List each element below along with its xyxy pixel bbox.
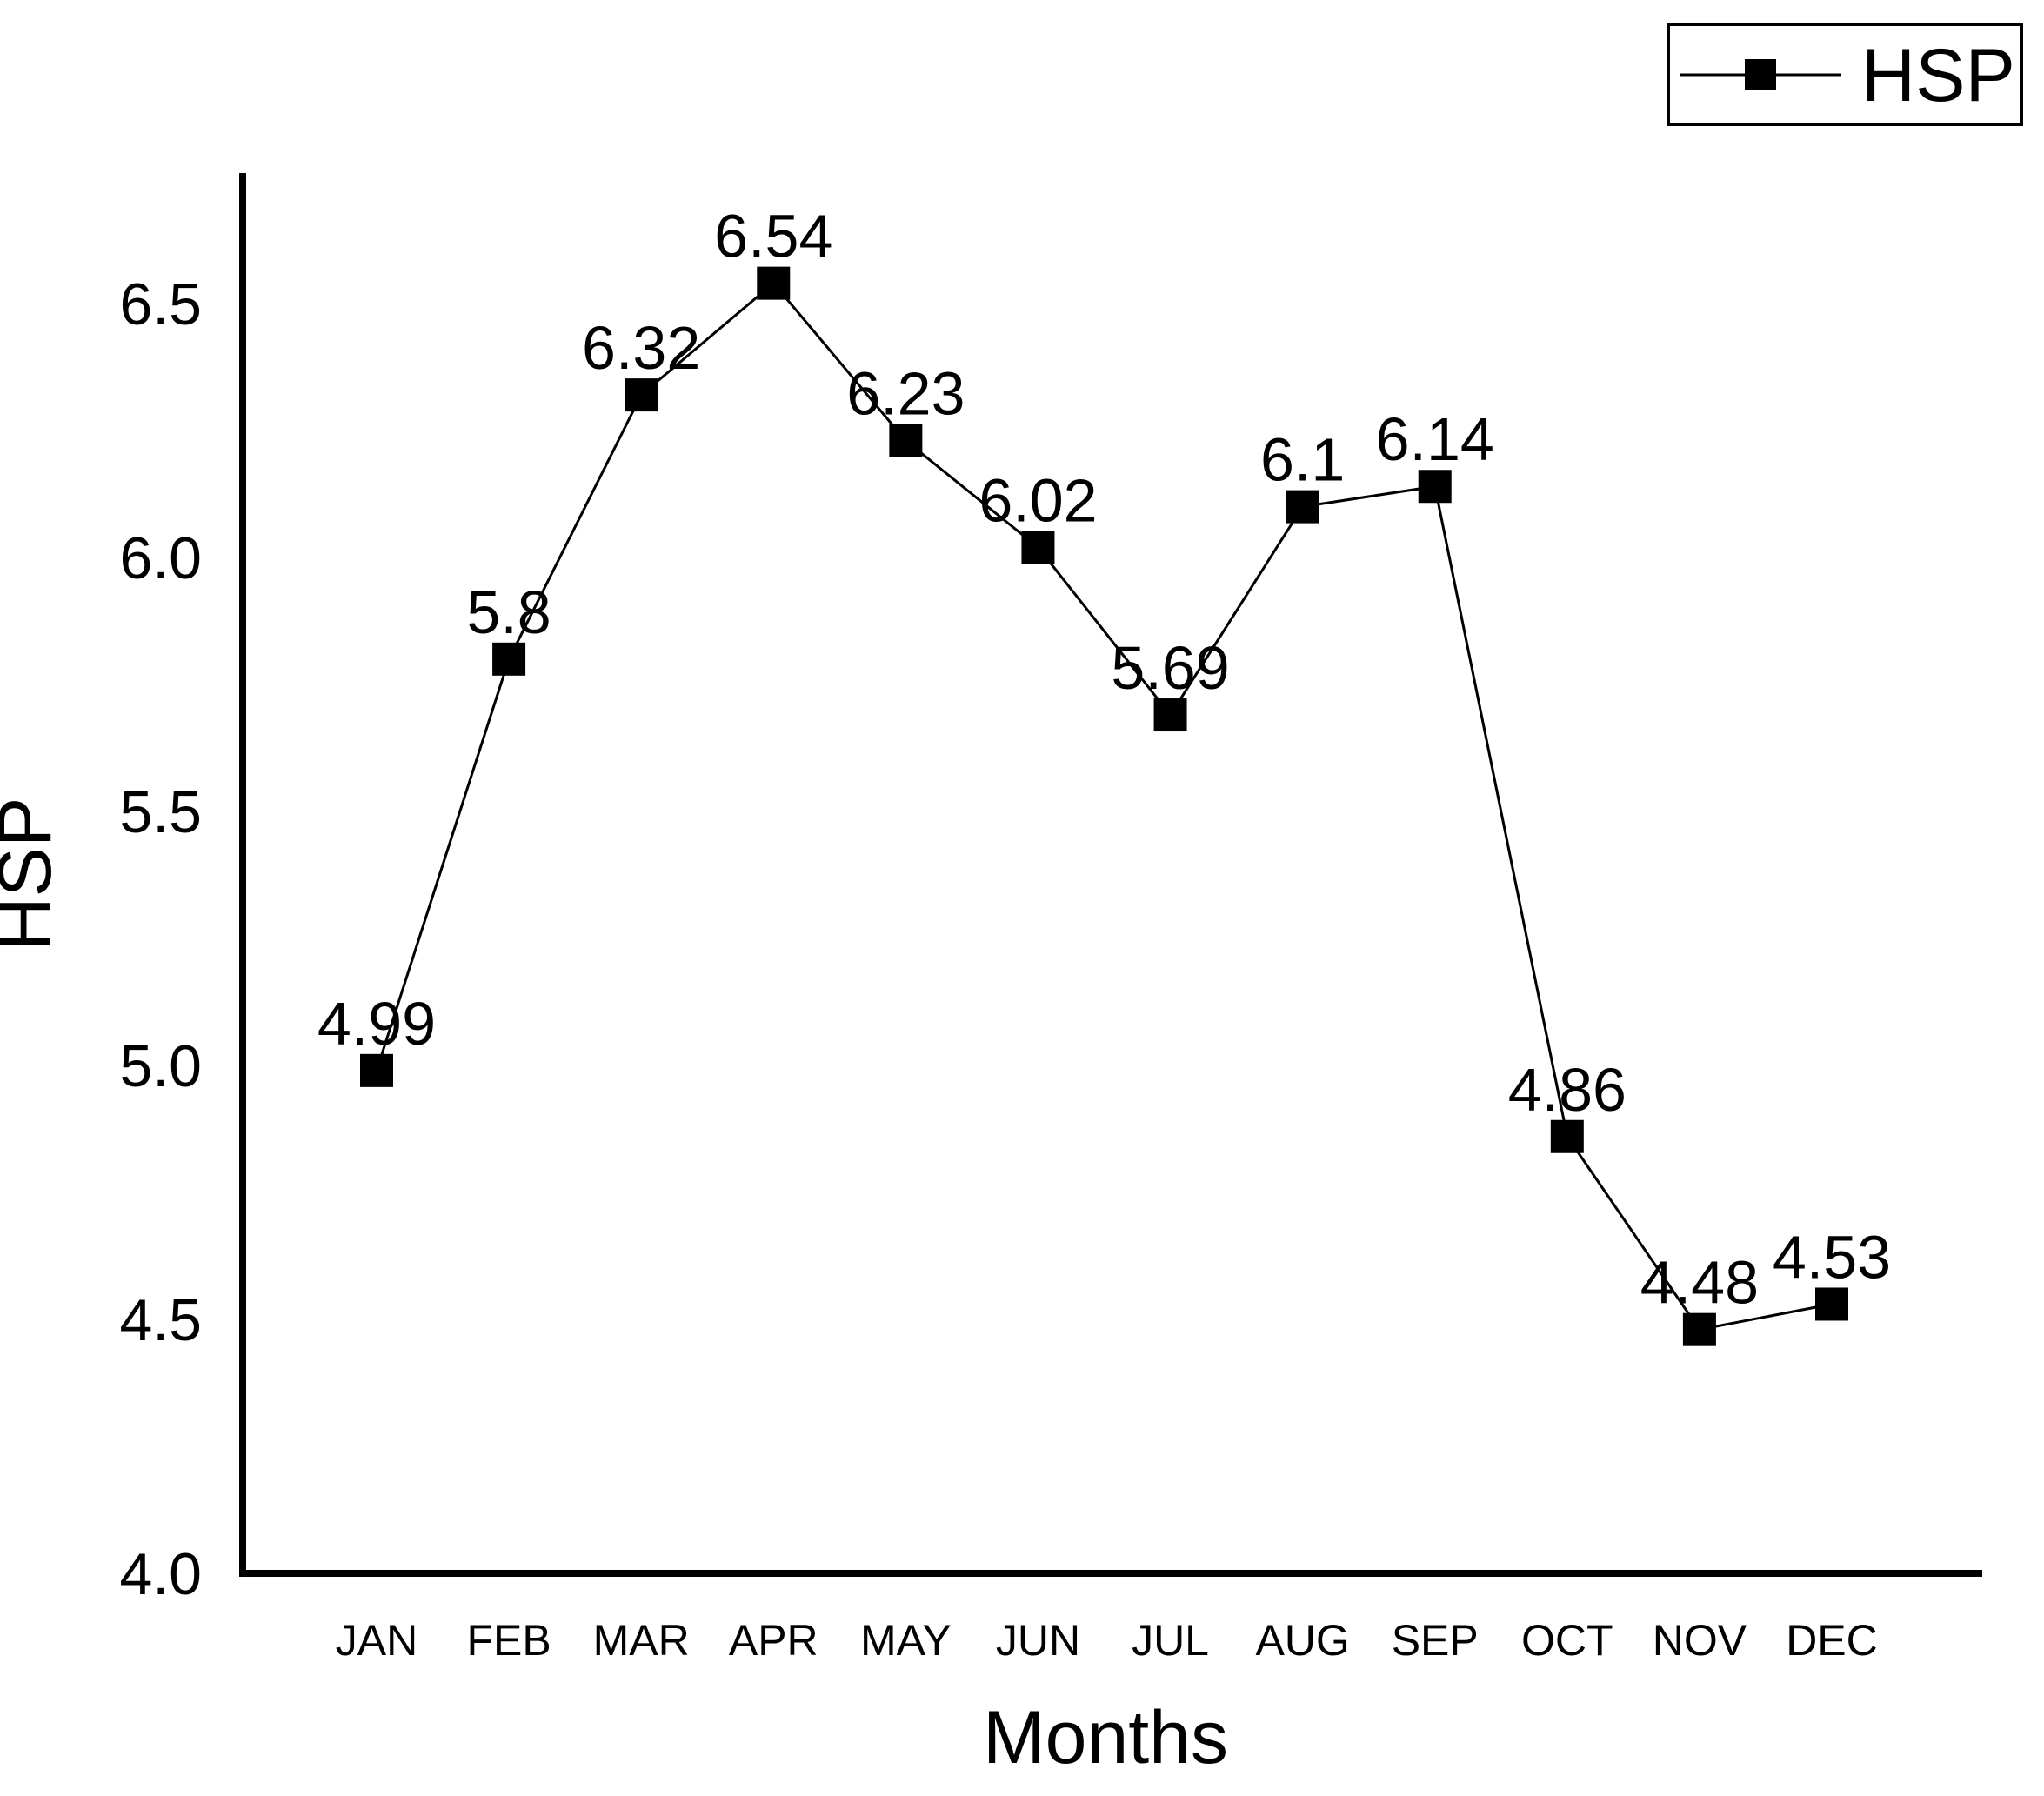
x-tick-label: JUN (996, 1616, 1080, 1665)
series-markers (360, 266, 1848, 1346)
x-tick-label: DEC (1786, 1616, 1878, 1665)
data-point-label: 4.86 (1508, 1056, 1627, 1124)
y-axis-title: HSP (0, 798, 67, 951)
data-point-label: 6.1 (1260, 426, 1345, 494)
x-tick-labels: JAN FEB MAR APR MAY JUN JUL AUG SEP OCT NOV DEC (336, 1616, 1878, 1665)
data-point-marker (1418, 470, 1452, 504)
data-point-marker (492, 642, 526, 676)
data-point-label: 4.48 (1640, 1249, 1759, 1317)
x-tick-label: JUL (1132, 1616, 1209, 1665)
series-hsp: 4.99 5.8 6.326.54 6.236.02 5.69 6.1 6.14 4.86 4.… (317, 203, 1891, 1346)
x-tick-label: OCT (1521, 1616, 1613, 1665)
y-tick-label: 4.5 (119, 1287, 202, 1353)
data-point-marker (1021, 531, 1055, 564)
x-tick-label: JAN (336, 1616, 417, 1665)
data-point-label: 6.02 (979, 466, 1097, 534)
data-point-marker (1815, 1287, 1848, 1321)
data-point-label: 4.53 (1773, 1223, 1891, 1291)
data-point-marker (1550, 1119, 1584, 1153)
y-tick-label: 5.5 (119, 779, 202, 845)
x-tick-label: NOV (1653, 1616, 1747, 1665)
plot-area: 4.0 4.5 5.0 5.5 6.0 6.5 JAN FEB MAR APR MAY JUN JUL… (0, 173, 1982, 1779)
data-point-label: 4.99 (317, 990, 436, 1058)
x-tick-label: SEP (1392, 1616, 1479, 1665)
legend-label: HSP (1861, 34, 2015, 117)
data-labels: 4.99 5.8 6.326.54 6.236.02 5.69 6.1 6.14 4.86 4.… (317, 203, 1891, 1317)
y-tick-label: 6.5 (119, 271, 202, 337)
legend-square-marker-icon (1745, 59, 1776, 90)
data-point-label: 5.69 (1111, 634, 1229, 702)
data-point-label: 6.23 (846, 360, 965, 428)
y-tick-label: 6.0 (119, 525, 202, 591)
axes (239, 173, 1982, 1577)
data-point-label: 5.8 (466, 578, 551, 646)
data-point-marker (360, 1053, 393, 1087)
x-tick-label: MAY (860, 1616, 952, 1665)
data-point-marker (889, 424, 923, 457)
x-tick-label: MAR (593, 1616, 690, 1665)
data-point-marker (1286, 490, 1319, 524)
x-axis-title: Months (983, 1696, 1228, 1779)
legend: HSP (1667, 23, 2023, 126)
data-point-marker (1682, 1312, 1716, 1346)
data-point-marker (625, 378, 658, 412)
data-point-label: 6.54 (714, 203, 832, 270)
y-tick-label: 5.0 (119, 1033, 202, 1099)
y-tick-label: 4.0 (119, 1541, 202, 1607)
data-point-label: 6.32 (582, 314, 700, 382)
data-point-marker (757, 266, 791, 300)
x-tick-label: APR (729, 1616, 818, 1665)
data-point-marker (1153, 698, 1187, 732)
y-tick-labels: 4.0 4.5 5.0 5.5 6.0 6.5 (119, 271, 202, 1607)
series-line (375, 281, 1833, 1332)
data-point-label: 6.14 (1376, 405, 1494, 473)
x-tick-label: AUG (1255, 1616, 1349, 1665)
x-tick-label: FEB (466, 1616, 551, 1665)
